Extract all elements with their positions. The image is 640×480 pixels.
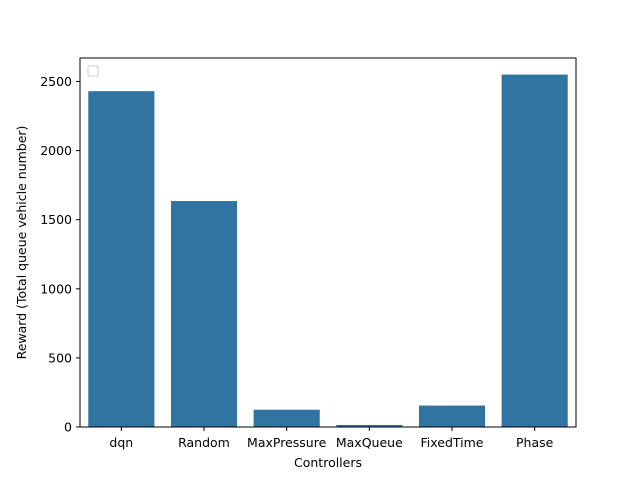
y-tick-label: 0 <box>64 420 72 435</box>
y-axis: 0 500 1000 1500 2000 2500 <box>40 74 80 435</box>
x-axis-label: Controllers <box>294 455 362 470</box>
bars-group <box>88 74 568 428</box>
y-tick-label: 2500 <box>40 74 72 89</box>
legend-box <box>87 65 99 77</box>
bar-maxpressure <box>253 409 320 427</box>
x-tick-label: Random <box>178 435 230 450</box>
plot-frame <box>79 57 577 428</box>
x-tick-label: Phase <box>516 435 554 450</box>
bar-random <box>170 201 238 427</box>
bar-maxqueue <box>336 424 403 427</box>
x-tick-label: FixedTime <box>421 435 484 450</box>
y-tick-label: 1000 <box>40 281 72 296</box>
bar-phase <box>501 74 568 428</box>
x-tick-label: MaxQueue <box>336 435 403 450</box>
x-tick-label: dqn <box>109 435 133 450</box>
bar-fixedtime <box>418 405 486 427</box>
y-axis-label: Reward (Total queue vehicle number) <box>14 126 29 360</box>
y-tick-label: 2000 <box>40 143 72 158</box>
x-tick-label: MaxPressure <box>247 435 327 450</box>
bar-dqn <box>88 91 155 427</box>
y-tick-label: 500 <box>48 350 72 365</box>
x-axis: dqn Random MaxPressure MaxQueue FixedTime Pha… <box>109 427 554 450</box>
y-tick-label: 1500 <box>40 212 72 227</box>
